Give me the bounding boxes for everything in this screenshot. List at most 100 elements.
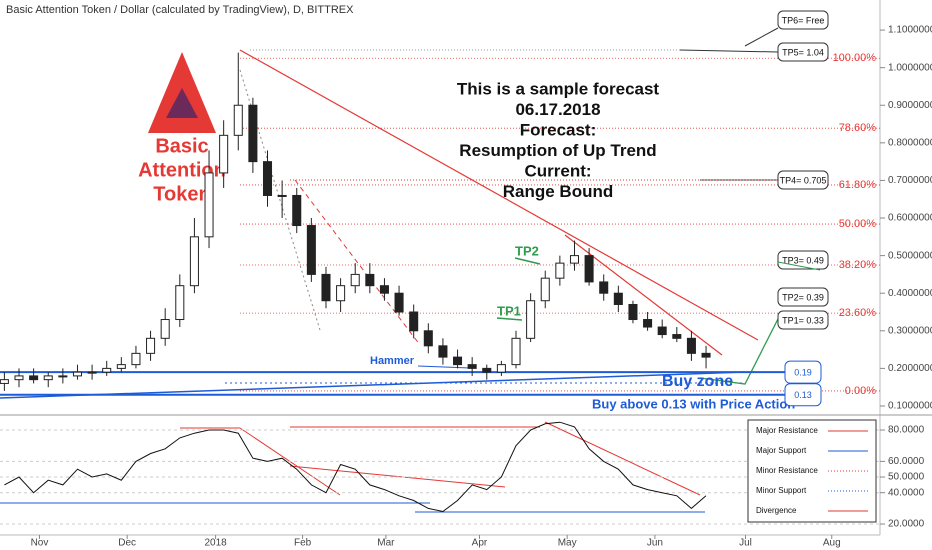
forecast-text: This is a sample forecast	[457, 79, 660, 98]
forecast-text: Current:	[524, 161, 591, 180]
candle-body	[87, 371, 97, 374]
y-tick-label: 1.00000000	[888, 62, 932, 73]
candle-body	[29, 375, 39, 381]
candle-body	[584, 255, 594, 283]
y-tick-label: 0.10000000	[888, 401, 932, 412]
candle-body	[657, 326, 667, 336]
candle-body	[672, 334, 682, 339]
target-box	[777, 310, 829, 330]
candle-body	[219, 134, 229, 174]
major-resistance	[239, 49, 759, 341]
x-tick-label: Dec	[118, 538, 136, 549]
tp2-arrow	[514, 257, 541, 265]
candle-body	[613, 292, 623, 305]
fib-label: 0.00%	[845, 385, 876, 397]
target-label: TP2= 0.39	[782, 292, 824, 302]
candle-body	[146, 337, 156, 354]
candle-body	[248, 104, 258, 163]
forecast-text: Forecast:	[520, 120, 597, 139]
legend-label: Minor Support	[756, 486, 807, 495]
logo-inner	[166, 88, 198, 118]
hammer-label: Hammer	[370, 355, 415, 367]
candle-body	[701, 352, 711, 358]
support-box	[784, 383, 822, 407]
logo-text: Token	[153, 183, 210, 205]
y-tick-label: 50.0000	[888, 472, 925, 483]
logo-text: Basic	[155, 135, 208, 157]
candle-body	[306, 225, 316, 275]
candle-body	[233, 104, 243, 136]
forecast-text: Range Bound	[503, 182, 614, 201]
y-tick-label: 60.0000	[888, 456, 925, 467]
legend-label: Major Resistance	[756, 426, 818, 435]
y-tick-label: 0.50000000	[888, 250, 932, 261]
y-tick-label: 0.90000000	[888, 100, 932, 111]
y-tick-label: 80.0000	[888, 425, 925, 436]
candle-body	[496, 364, 506, 373]
major-support	[0, 371, 746, 399]
fib-label: 100.00%	[833, 52, 877, 64]
x-tick-label: Feb	[294, 538, 312, 549]
candle-body	[423, 330, 433, 347]
tp2-label: TP2	[515, 243, 539, 258]
fib-label: 78.60%	[839, 122, 877, 134]
divergence	[544, 421, 701, 496]
buy-above-label: Buy above 0.13 with Price Action	[592, 396, 795, 411]
x-tick-label: Jul	[739, 538, 752, 549]
support-label: 0.13	[794, 390, 812, 400]
candle-body	[116, 364, 126, 369]
target-label: TP6= Free	[782, 15, 825, 25]
candle-body	[526, 300, 536, 339]
candle-body	[467, 364, 477, 369]
candle-body	[350, 273, 360, 287]
candle-body	[292, 194, 302, 227]
support-label: 0.19	[794, 368, 812, 378]
candle-body	[379, 285, 389, 294]
candle-body	[336, 285, 346, 302]
target-label: TP1= 0.33	[782, 315, 824, 325]
candle-body	[160, 319, 170, 339]
buy-zone-label: Buy zone	[662, 373, 733, 390]
target-pointer	[777, 261, 821, 271]
candle-body	[58, 375, 68, 378]
minor-resistance	[294, 179, 421, 346]
target-box	[777, 287, 829, 307]
fib-label: 38.20%	[839, 259, 877, 271]
candle-body	[0, 379, 9, 384]
tp1-arrow	[496, 317, 523, 321]
y-tick-label: 0.80000000	[888, 137, 932, 148]
x-tick-label: Mar	[377, 538, 395, 549]
rsi-line	[4, 421, 707, 513]
support-box	[784, 360, 822, 384]
legend-label: Divergence	[756, 506, 797, 515]
candle-body	[569, 255, 580, 264]
x-tick-label: Apr	[472, 538, 488, 549]
tp1-label: TP1	[497, 303, 521, 318]
candle-body	[14, 375, 24, 381]
candle-body	[438, 345, 448, 358]
candle-body	[262, 161, 273, 196]
candle-body	[643, 319, 653, 328]
x-tick-label: Jun	[647, 538, 663, 549]
fib-label: 61.80%	[839, 179, 877, 191]
forecast-text: 06.17.2018	[515, 100, 600, 119]
major-resistance	[564, 234, 723, 356]
candle-body	[175, 285, 185, 321]
y-tick-label: 0.20000000	[888, 363, 932, 374]
y-tick-label: 0.60000000	[888, 213, 932, 224]
candle-body	[686, 337, 696, 354]
target-box	[777, 10, 829, 30]
x-tick-label: 2018	[204, 538, 227, 549]
candle-body	[409, 311, 419, 332]
candle-body	[394, 292, 404, 313]
chart-title: Basic Attention Token / Dollar (calculat…	[6, 4, 354, 16]
y-tick-label: 0.70000000	[888, 175, 932, 186]
legend-box	[747, 419, 877, 523]
hammer-arrow	[417, 365, 471, 369]
y-tick-label: 0.40000000	[888, 288, 932, 299]
x-tick-label: Nov	[31, 538, 49, 549]
x-tick-label: May	[558, 538, 577, 549]
y-tick-label: 20.0000	[888, 519, 925, 530]
candle-body	[102, 367, 112, 373]
candle-body	[131, 352, 141, 366]
